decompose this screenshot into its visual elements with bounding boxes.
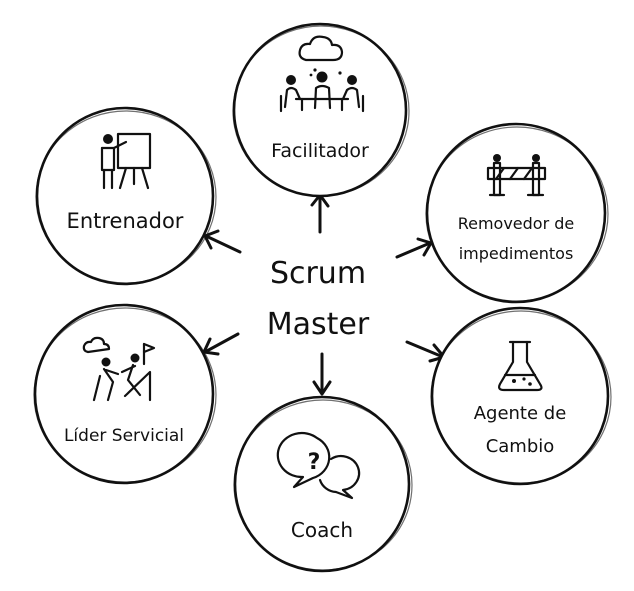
barrier-icon — [486, 154, 547, 197]
role-removedor-line2: impedimentos — [459, 244, 574, 263]
role-facilitador: Facilitador — [232, 22, 410, 198]
role-removedor: Removedor de impedimentos — [425, 122, 609, 304]
arrow-to-agente — [405, 340, 446, 363]
question-chat-icon: ? — [276, 431, 361, 500]
arrow-to-removedor — [395, 237, 433, 259]
arrow-to-entrenador — [203, 229, 242, 254]
role-entrenador-label: Entrenador — [67, 209, 184, 233]
role-agente-line2: Cambio — [486, 436, 555, 457]
arrow-to-facilitador — [310, 193, 330, 234]
role-entrenador: Entrenador — [35, 106, 217, 286]
arrow-to-coach — [312, 352, 332, 396]
role-agente-line1: Agente de — [474, 403, 567, 424]
meeting-icon — [279, 35, 365, 113]
svg-text:?: ? — [308, 450, 321, 475]
role-removedor-line1: Removedor de — [458, 214, 575, 233]
role-coach-label: Coach — [291, 518, 353, 542]
flask-icon — [498, 340, 543, 392]
role-coach: ? Coach — [233, 395, 413, 573]
role-lider-label: Líder Servicial — [64, 426, 184, 446]
climbing-help-icon — [82, 336, 156, 402]
arrows — [202, 193, 446, 396]
arrow-to-lider — [202, 332, 240, 356]
role-agente: Agente de Cambio — [430, 306, 612, 486]
role-facilitador-label: Facilitador — [271, 140, 369, 162]
center-title: Scrum Master — [267, 256, 370, 342]
center-title-line1: Scrum — [270, 256, 366, 291]
presentation-icon — [100, 132, 152, 190]
role-lider: Líder Servicial — [33, 303, 217, 485]
center-title-line2: Master — [267, 307, 370, 342]
